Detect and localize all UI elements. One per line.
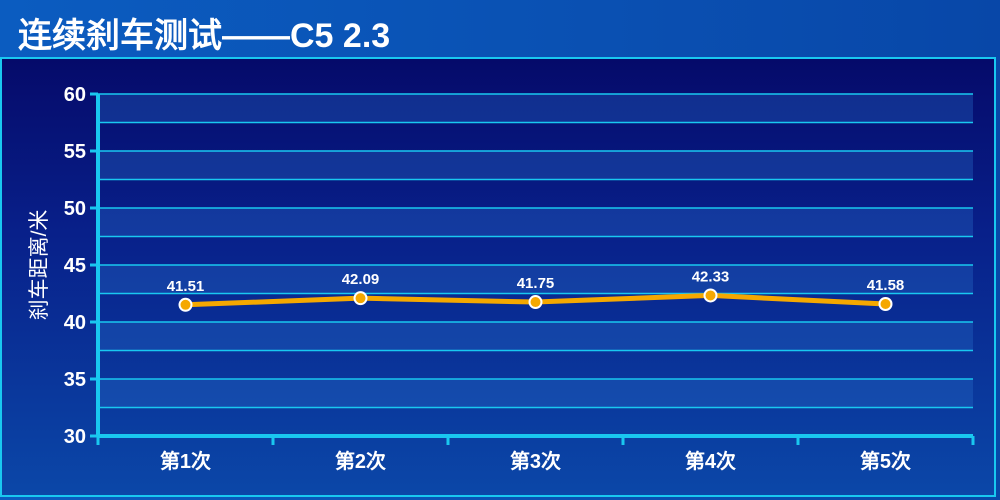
x-tick-label: 第1次 [160, 449, 211, 473]
data-point [353, 291, 368, 306]
y-axis-label: 刹车距离/米 [28, 210, 51, 321]
y-tick-label: 30 [64, 426, 86, 448]
y-tick-label: 40 [64, 312, 86, 334]
x-tick-label: 第4次 [685, 449, 736, 473]
chart-title: 连续刹车测试——C5 2.3 [18, 17, 391, 55]
data-label: 42.09 [342, 271, 380, 288]
chart-frame [0, 57, 996, 497]
data-label: 41.51 [167, 278, 205, 295]
y-tick-label: 55 [64, 141, 86, 163]
data-label: 42.33 [692, 268, 730, 285]
data-point [703, 288, 718, 303]
grid-band [98, 208, 973, 237]
grid-band [98, 379, 973, 408]
y-tick-label: 60 [64, 84, 86, 106]
data-point [178, 297, 193, 312]
y-tick-label: 35 [64, 369, 86, 391]
data-label: 41.75 [517, 275, 555, 292]
grid-band [98, 265, 973, 294]
x-tick-label: 第5次 [860, 449, 911, 473]
data-point [878, 296, 893, 311]
data-label: 41.58 [867, 277, 905, 294]
data-point [528, 295, 543, 310]
grid-band [98, 151, 973, 180]
grid-band [98, 94, 973, 123]
grid-band [98, 322, 973, 351]
y-tick-label: 50 [64, 198, 86, 220]
x-tick-label: 第2次 [335, 449, 386, 473]
y-tick-label: 45 [64, 255, 86, 277]
x-tick-label: 第3次 [510, 449, 561, 473]
